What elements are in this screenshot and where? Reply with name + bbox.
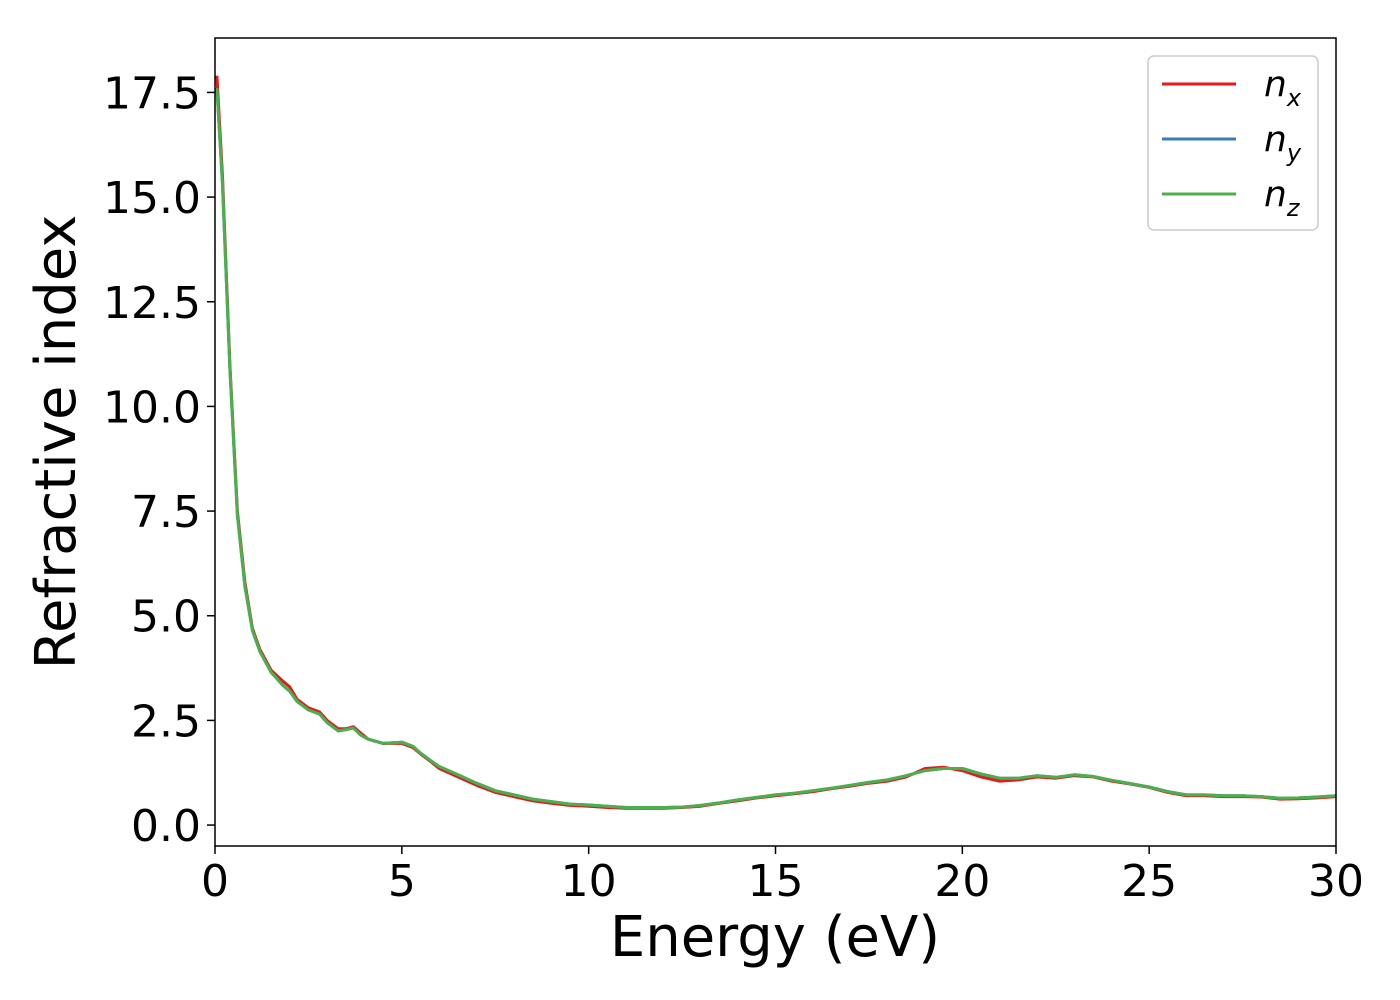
y-tick-label: 17.5 (103, 68, 201, 119)
y-tick-label: 7.5 (131, 487, 201, 538)
y-tick-label: 10.0 (103, 382, 201, 433)
x-axis-title: Energy (eV) (610, 905, 940, 970)
legend-label-y: ny (1264, 119, 1302, 167)
y-tick-label: 2.5 (131, 696, 201, 747)
x-tick-label: 30 (1308, 856, 1364, 907)
series-line-z (215, 88, 1337, 809)
y-axis: 0.0 2.5 5.0 7.5 10.0 12.5 15.0 17.5 (103, 68, 215, 852)
y-axis-title: Refractive index (24, 215, 89, 670)
y-tick-label: 0.0 (131, 801, 201, 852)
x-tick-label: 25 (1121, 856, 1177, 907)
x-tick-label: 5 (388, 856, 416, 907)
x-tick-label: 10 (561, 856, 617, 907)
y-tick-label: 5.0 (131, 592, 201, 643)
x-tick-label: 15 (748, 856, 804, 907)
x-tick-label: 20 (934, 856, 990, 907)
y-tick-label: 15.0 (103, 173, 201, 224)
x-axis: 0 5 10 15 20 25 30 (201, 846, 1364, 907)
legend-box (1147, 55, 1319, 231)
x-tick-label: 0 (201, 856, 229, 907)
y-tick-label: 12.5 (103, 278, 201, 329)
series-layer (215, 75, 1337, 810)
